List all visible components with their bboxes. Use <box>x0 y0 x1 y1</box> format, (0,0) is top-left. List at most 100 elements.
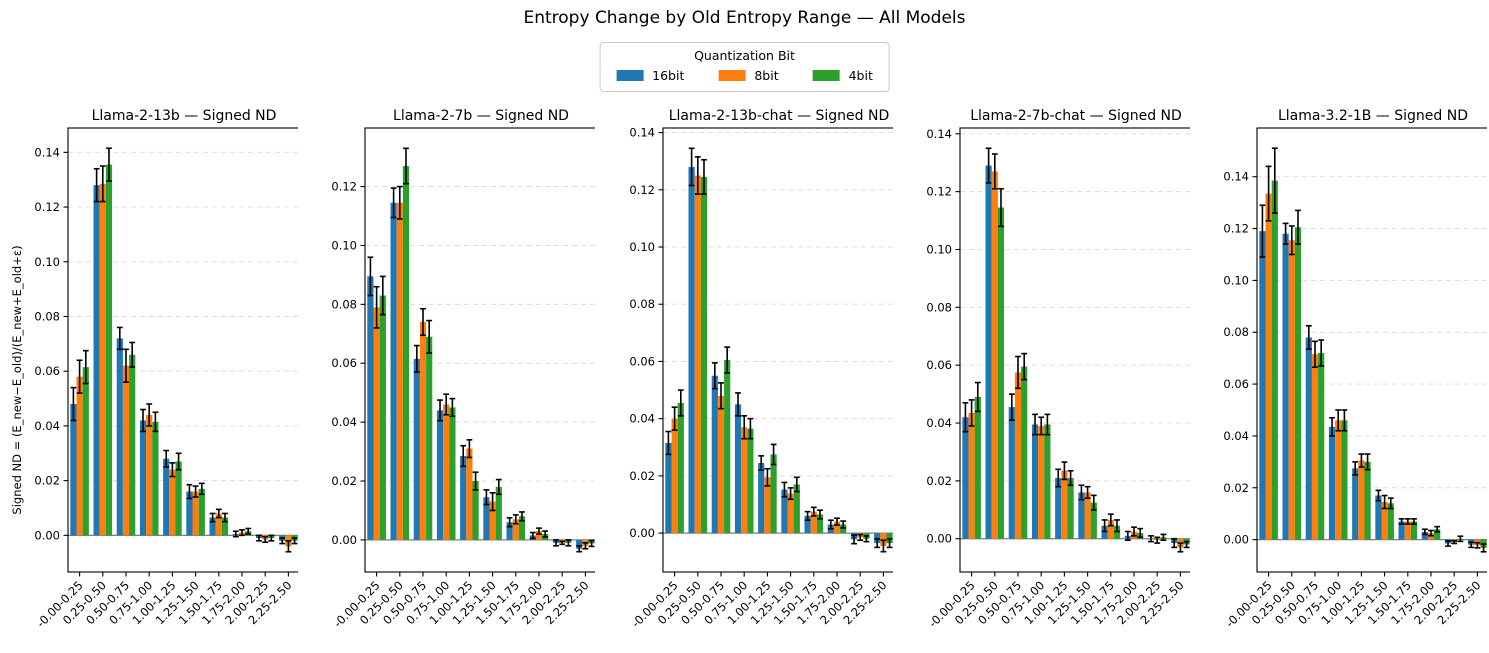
y-tick-label: 0.14 <box>926 127 952 141</box>
bar <box>810 511 817 534</box>
y-tick-label: 0.12 <box>331 180 357 194</box>
bar <box>1055 477 1062 539</box>
x-axis: -0.00-0.250.25-0.500.50-0.750.75-1.001.0… <box>1223 572 1484 630</box>
chart-panel-llama-2-13b-chat: 0.00 0.02 0.04 0.06 0.08 0.10 0.12 0.14 -0.00-0.… <box>595 100 896 653</box>
errorbars-16bit <box>367 187 583 553</box>
figure-title: Entropy Change by Old Entropy Range — Al… <box>523 8 966 28</box>
y-tick-label: 0.14 <box>629 126 655 140</box>
bar <box>215 513 222 536</box>
legend-label-16bit: 16bit <box>652 68 685 83</box>
y-axis: 0.00 0.02 0.04 0.06 0.08 0.10 0.12 <box>331 180 365 547</box>
y-tick-label: 0.06 <box>1223 377 1249 391</box>
chart-panel-llama-2-7b-chat: 0.00 0.02 0.04 0.06 0.08 0.10 0.12 0.14 -0.00-0.… <box>892 100 1193 653</box>
bar <box>711 375 718 534</box>
bar <box>677 402 684 534</box>
errorbars-16bit <box>70 167 286 545</box>
bar <box>724 360 731 534</box>
bar <box>146 414 153 536</box>
x-axis: -0.00-0.250.25-0.500.50-0.750.75-1.001.0… <box>926 572 1187 630</box>
bar <box>175 461 182 536</box>
bar <box>1387 503 1394 540</box>
bar <box>443 404 450 540</box>
bar <box>1375 495 1382 540</box>
bar <box>781 489 788 534</box>
bar <box>373 307 380 540</box>
bar <box>1271 180 1278 540</box>
bar <box>985 165 992 539</box>
bar <box>968 412 975 539</box>
legend-swatch-8bit <box>718 70 746 81</box>
errorbars-4bit <box>379 147 595 548</box>
legend-item-16bit: 16bit <box>616 68 684 83</box>
bar <box>367 276 374 540</box>
bar <box>1044 424 1051 539</box>
bar <box>816 514 824 534</box>
bar <box>518 516 526 540</box>
subplot-title: Llama-2-7b — Signed ND <box>393 108 569 124</box>
bar <box>1107 519 1114 539</box>
errorbars-8bit <box>968 153 1184 553</box>
bar <box>1259 231 1266 540</box>
bar <box>1318 352 1325 540</box>
errorbars-16bit <box>1259 204 1475 549</box>
errorbars-8bit <box>76 165 292 553</box>
y-tick-label: 0.12 <box>1223 222 1249 236</box>
bar <box>1404 521 1411 540</box>
y-tick-label: 0.04 <box>1223 429 1249 443</box>
bars-4bit <box>379 165 595 544</box>
bar <box>1084 492 1091 539</box>
y-tick-label: 0.14 <box>34 145 60 159</box>
bar <box>436 410 444 540</box>
y-tick-label: 0.12 <box>926 185 952 199</box>
bar <box>152 421 159 536</box>
bar <box>787 493 794 534</box>
bar <box>506 522 513 540</box>
bar <box>99 183 106 536</box>
bar <box>489 501 496 540</box>
bar <box>76 376 83 536</box>
bar <box>419 322 427 540</box>
errorbars-4bit <box>677 158 893 549</box>
bar <box>186 491 193 536</box>
bar <box>129 354 136 536</box>
y-tick-label: 0.02 <box>34 474 60 488</box>
y-tick-label: 0.04 <box>331 415 357 429</box>
bar <box>1335 420 1342 540</box>
bar <box>1008 407 1015 539</box>
bar <box>793 484 800 534</box>
y-tick-label: 0.02 <box>1223 481 1249 495</box>
chart-panel-llama-3-2-1b: 0.00 0.02 0.04 0.06 0.08 0.10 0.12 0.14 -0.00-0.… <box>1189 100 1489 653</box>
bar <box>1434 529 1441 540</box>
bar <box>390 202 397 540</box>
x-axis: -0.00-0.250.25-0.500.50-0.750.75-1.001.0… <box>331 572 592 630</box>
bar <box>1021 366 1028 539</box>
y-tick-label: 0.08 <box>34 309 60 323</box>
legend-label-4bit: 4bit <box>848 68 873 83</box>
y-tick-label: 0.10 <box>926 242 952 256</box>
y-axis: 0.00 0.02 0.04 0.06 0.08 0.10 0.12 0.14 <box>629 126 663 540</box>
chart-svg-0: 0.00 0.02 0.04 0.06 0.08 0.10 0.12 0.14 -0.00-0.… <box>34 108 301 630</box>
y-tick-label: 0.12 <box>34 200 60 214</box>
errorbars-16bit <box>665 147 881 549</box>
legend-item-8bit: 8bit <box>718 68 779 83</box>
bar <box>1061 470 1068 539</box>
bar <box>198 488 205 536</box>
bar <box>1031 424 1039 539</box>
legend-swatch-16bit <box>616 70 644 81</box>
bar <box>1305 337 1312 540</box>
bar <box>1311 354 1319 540</box>
y-tick-label: 0.00 <box>331 533 357 547</box>
bar <box>1038 425 1045 539</box>
y-tick-label: 0.00 <box>1223 533 1249 547</box>
bar <box>1358 460 1365 540</box>
y-tick-label: 0.08 <box>331 297 357 311</box>
y-tick-label: 0.06 <box>629 354 655 368</box>
bar <box>512 519 519 540</box>
y-tick-label: 0.02 <box>331 474 357 488</box>
bar <box>840 524 847 534</box>
bar <box>116 338 123 536</box>
bar <box>1067 477 1074 539</box>
errorbars-8bit <box>671 156 887 553</box>
bar <box>734 404 742 534</box>
bar <box>576 539 583 549</box>
